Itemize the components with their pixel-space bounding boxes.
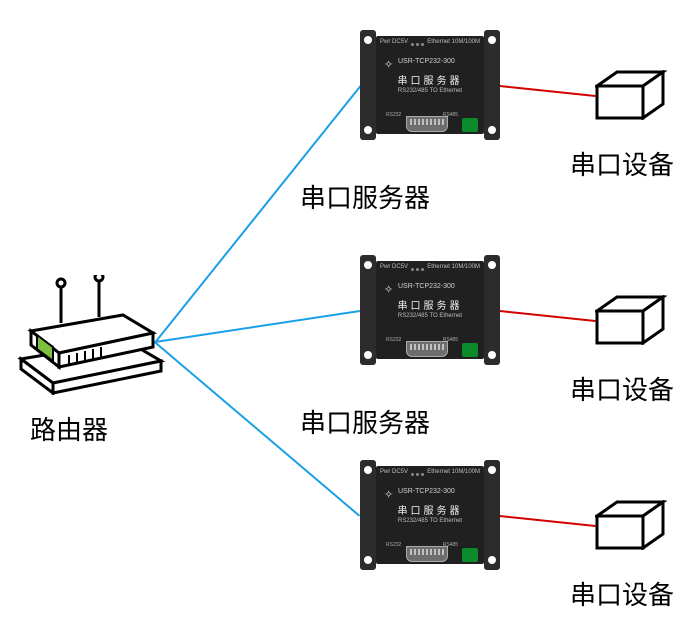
serial-line-3 [500, 515, 595, 527]
serial-device-node-2 [595, 295, 667, 345]
serial-server-label-2: 串口服务器 [300, 403, 430, 440]
serial-device-label-1: 串口设备 [570, 145, 674, 182]
lan-line-2 [155, 310, 360, 343]
serial-device-node-3 [595, 500, 667, 550]
serial-device-label-3: 串口设备 [570, 575, 674, 612]
serial-line-2 [500, 310, 595, 322]
serial-server-node-2: Pwr DC5VEthernet 10M/100M✧USR-TCP232-300… [360, 255, 500, 365]
serial-server-node-3: Pwr DC5VEthernet 10M/100M✧USR-TCP232-300… [360, 460, 500, 570]
router-label: 路由器 [30, 410, 108, 447]
serial-server-node-1: Pwr DC5VEthernet 10M/100M✧USR-TCP232-300… [360, 30, 500, 140]
serial-device-label-2: 串口设备 [570, 370, 674, 407]
serial-line-1 [500, 85, 595, 97]
serial-server-label-1: 串口服务器 [300, 178, 430, 215]
diagram-canvas: Pwr DC5VEthernet 10M/100M✧USR-TCP232-300… [0, 0, 700, 617]
router-node [15, 275, 165, 395]
serial-device-node-1 [595, 70, 667, 120]
